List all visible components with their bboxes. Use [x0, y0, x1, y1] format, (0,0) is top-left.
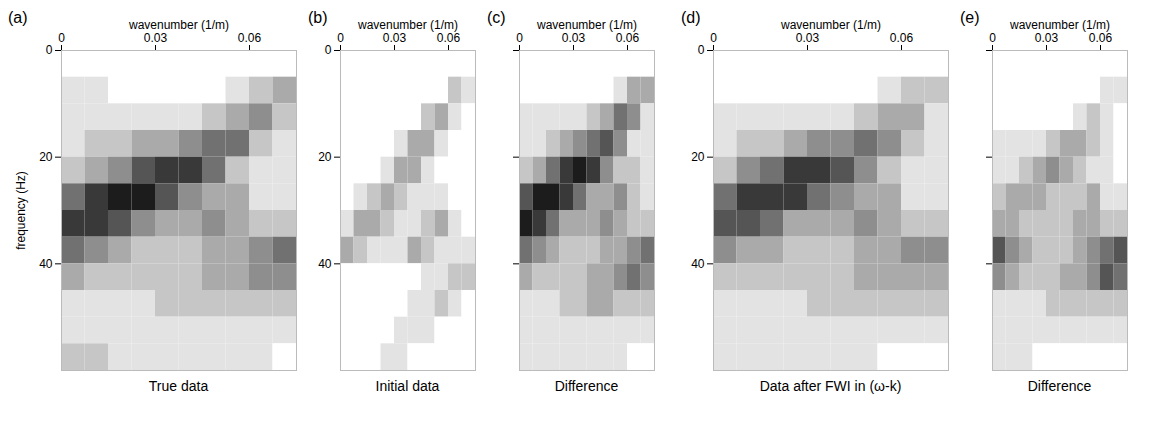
svg-text:40: 40: [39, 257, 53, 271]
svg-text:0.06: 0.06: [890, 31, 914, 45]
svg-text:wavenumber (1/m): wavenumber (1/m): [536, 18, 637, 32]
html-text:Initial data: Initial data: [375, 378, 440, 394]
html-text:True data: True data: [148, 378, 209, 394]
svg-text:0.03: 0.03: [1035, 31, 1059, 45]
svg-text:20: 20: [318, 150, 332, 164]
svg-text:0.06: 0.06: [238, 31, 262, 45]
svg-text:40: 40: [318, 257, 332, 271]
html-text:(c): (c): [487, 9, 506, 26]
svg-text:wavenumber (1/m): wavenumber (1/m): [128, 18, 229, 32]
svg-text:40: 40: [691, 257, 705, 271]
svg-text:0: 0: [58, 31, 65, 45]
svg-text:wavenumber (1/m): wavenumber (1/m): [1009, 18, 1110, 32]
html-text:(b): (b): [308, 9, 328, 26]
svg-text:wavenumber (1/m): wavenumber (1/m): [357, 18, 458, 32]
svg-text:0.03: 0.03: [562, 31, 586, 45]
html-text:(a): (a): [8, 9, 28, 26]
html-text:Difference: Difference: [554, 378, 619, 394]
svg-text:0: 0: [710, 31, 717, 45]
svg-text:0.06: 0.06: [1089, 31, 1113, 45]
svg-text:0: 0: [325, 43, 332, 57]
svg-text:0: 0: [698, 43, 705, 57]
svg-text:0.06: 0.06: [437, 31, 461, 45]
svg-text:0.03: 0.03: [144, 31, 168, 45]
svg-text:20: 20: [691, 150, 705, 164]
html-text:(d): (d): [681, 9, 701, 26]
html-text:Data after FWI in (ω-k): Data after FWI in (ω-k): [759, 378, 902, 394]
svg-text:0: 0: [46, 43, 53, 57]
svg-text:0: 0: [337, 31, 344, 45]
svg-text:wavenumber (1/m): wavenumber (1/m): [780, 18, 881, 32]
svg-text:20: 20: [39, 150, 53, 164]
svg-text:0: 0: [516, 31, 523, 45]
svg-text:0.03: 0.03: [383, 31, 407, 45]
svg-text:0: 0: [989, 31, 996, 45]
html-text:(e): (e): [960, 9, 980, 26]
svg-text:0.03: 0.03: [796, 31, 820, 45]
svg-text:frequency (Hz): frequency (Hz): [14, 171, 28, 250]
svg-text:0.06: 0.06: [616, 31, 640, 45]
html-text:Difference: Difference: [1027, 378, 1092, 394]
